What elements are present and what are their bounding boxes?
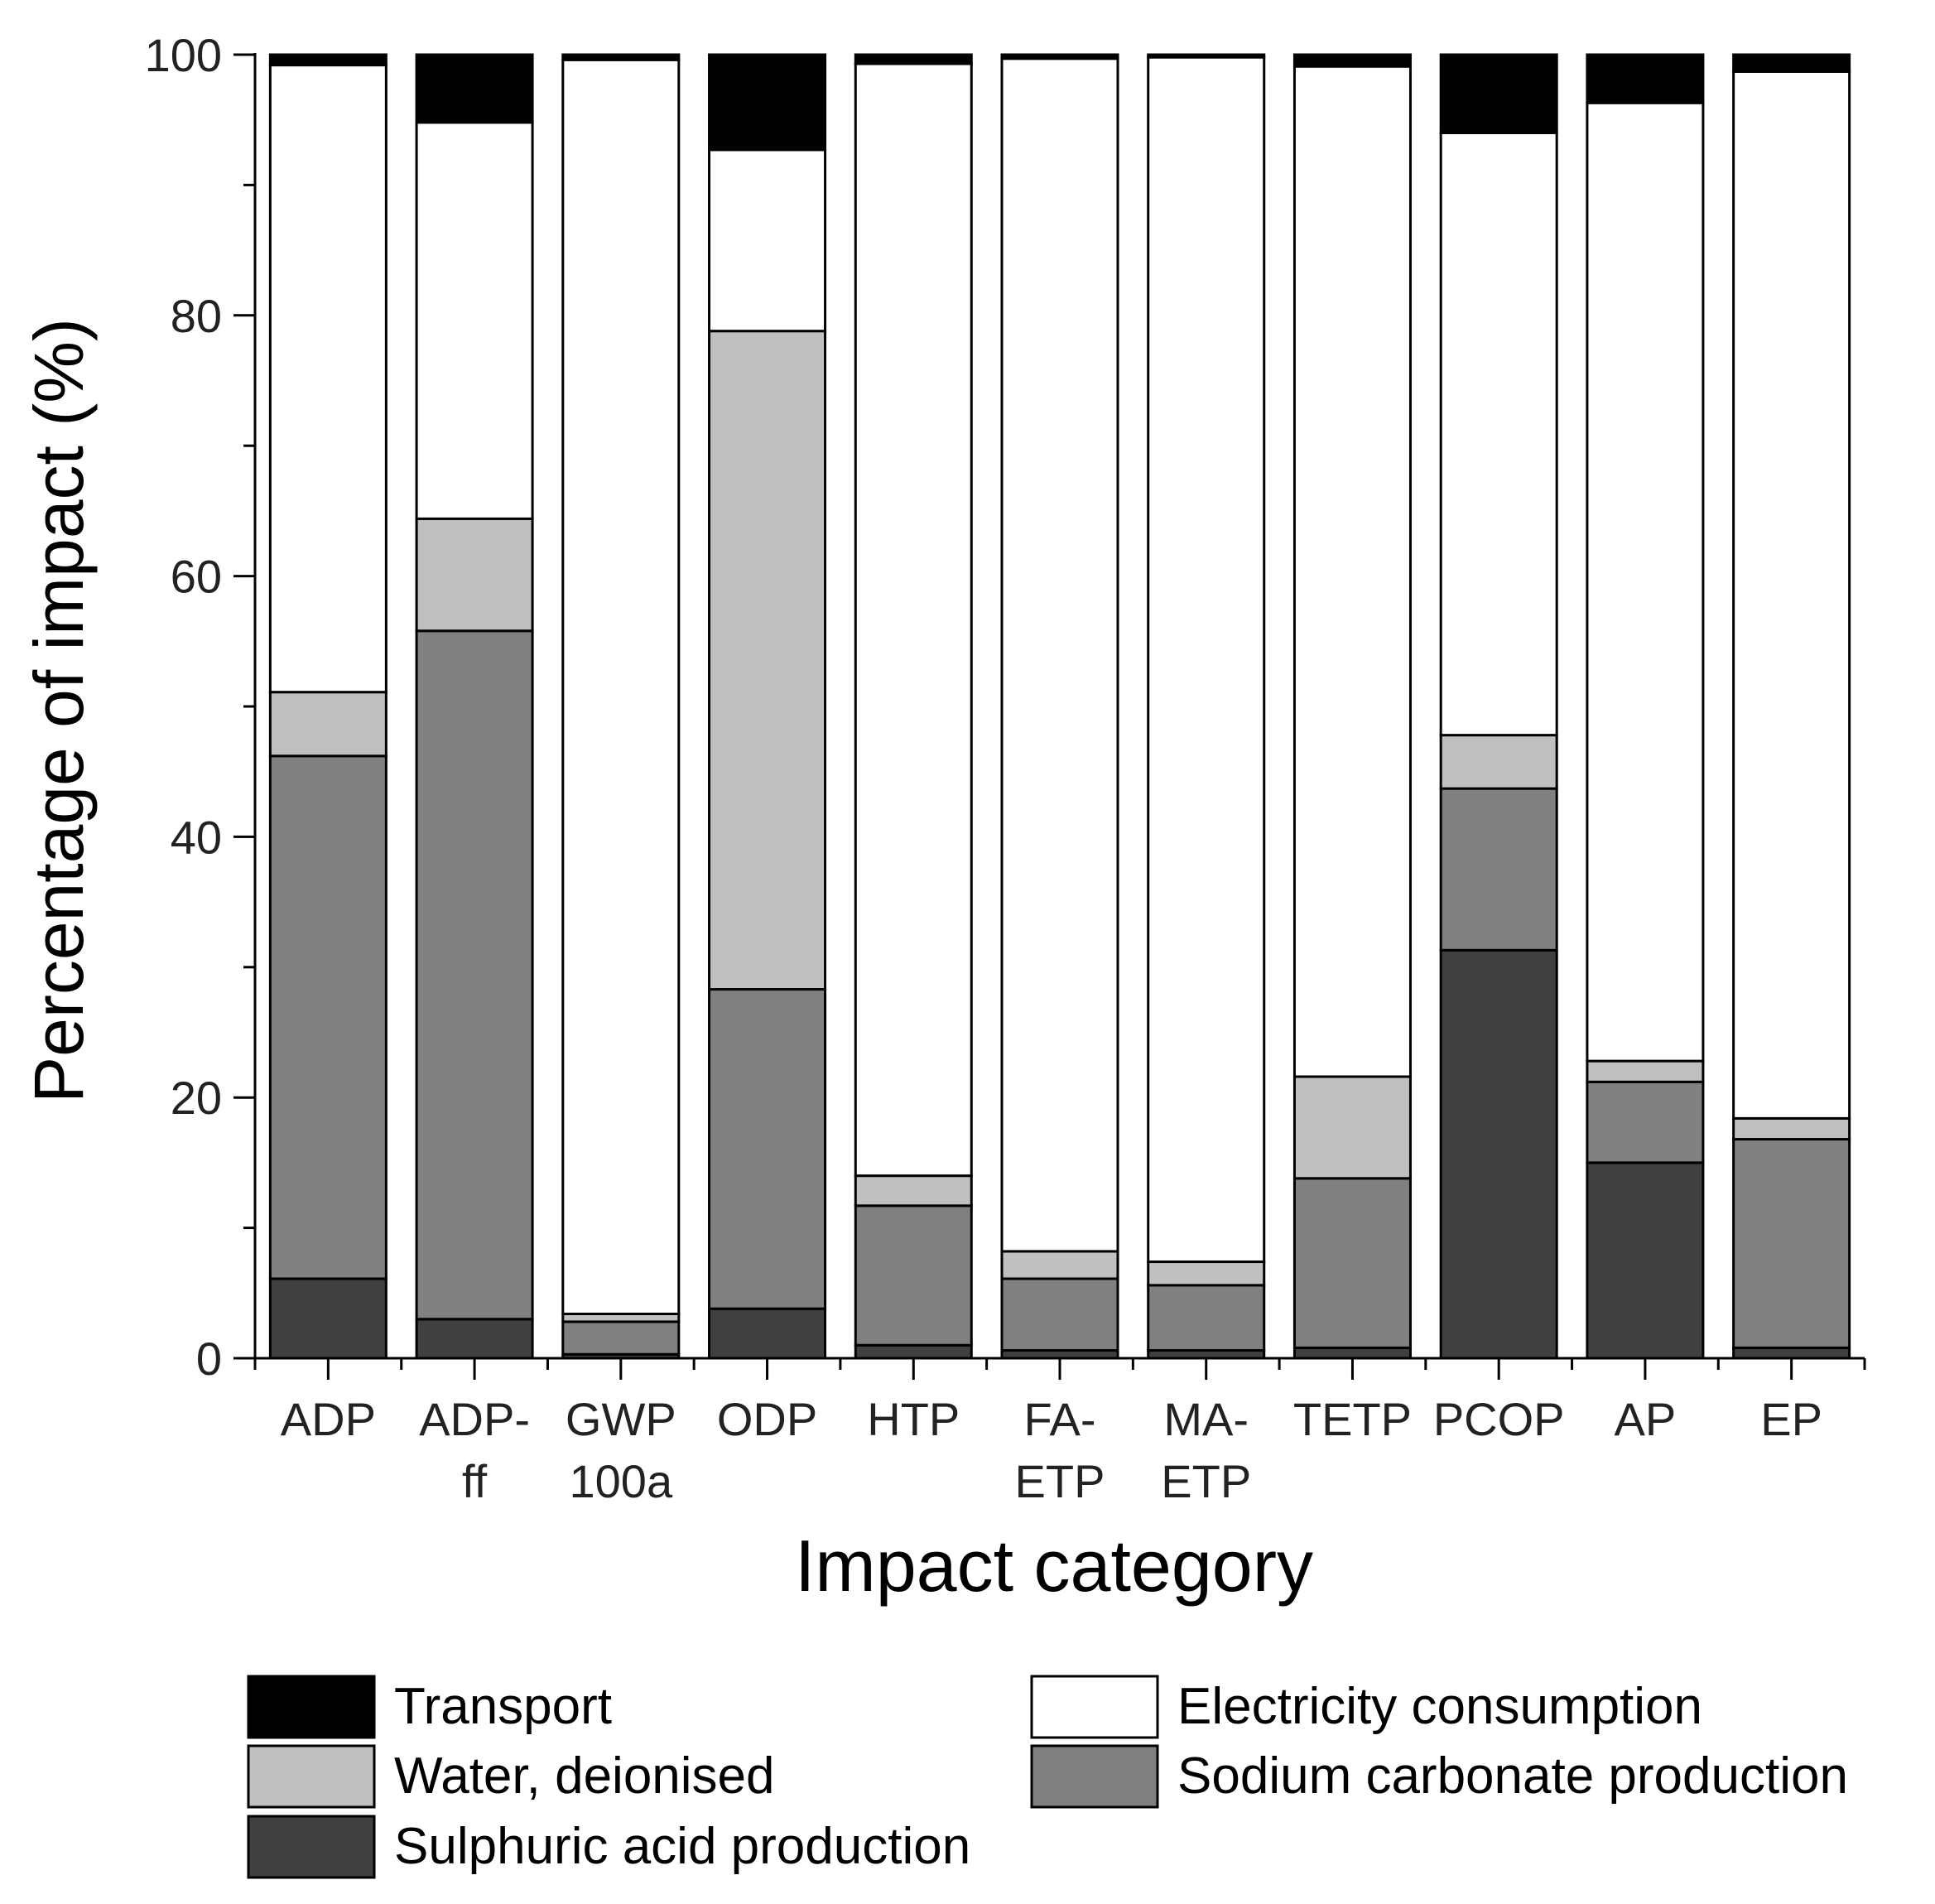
y-tick-label-0: 0 <box>196 1333 222 1385</box>
bar-segment-water-deionised-4 <box>708 330 827 991</box>
bar-segment-sodium-carbonate-production-7 <box>1147 1284 1266 1352</box>
x-axis-title: Impact category <box>795 1525 1313 1607</box>
bar-segment-transport-4 <box>708 53 827 152</box>
bar-segment-sodium-carbonate-production-9 <box>1439 787 1558 952</box>
bar-segment-sulphuric-acid-production-11 <box>1732 1346 1851 1360</box>
bar-segment-sulphuric-acid-production-8 <box>1292 1346 1412 1360</box>
bar-segment-sodium-carbonate-production-1 <box>268 754 387 1280</box>
legend-label-transport: Transport <box>394 1678 612 1735</box>
bar-segment-sodium-carbonate-production-5 <box>854 1204 973 1347</box>
bar-segment-transport-7 <box>1147 53 1266 59</box>
bar-segment-sulphuric-acid-production-1 <box>268 1277 387 1360</box>
bar-segment-electricity-consumption-5 <box>854 62 973 1178</box>
x-tick-label-3-line-1: GWP <box>566 1393 676 1445</box>
bar-segment-sodium-carbonate-production-11 <box>1732 1138 1851 1349</box>
y-axis-title: Percentage of impact (%) <box>20 318 98 1103</box>
bar-segment-transport-9 <box>1439 53 1558 134</box>
bar-segment-transport-8 <box>1292 53 1412 68</box>
bar-segment-electricity-consumption-2 <box>415 121 534 520</box>
bar-segment-water-deionised-5 <box>854 1174 973 1207</box>
legend-label-sodium-carbonate-production: Sodium carbonate production <box>1177 1747 1848 1805</box>
bar-segment-water-deionised-10 <box>1586 1059 1705 1083</box>
bar-segment-transport-5 <box>854 53 973 65</box>
bar-segment-electricity-consumption-7 <box>1147 55 1266 1264</box>
bar-segment-electricity-consumption-11 <box>1732 70 1851 1120</box>
bar-segment-sodium-carbonate-production-3 <box>561 1320 681 1356</box>
bar-segment-sodium-carbonate-production-8 <box>1292 1177 1412 1349</box>
bar-segment-transport-11 <box>1732 53 1851 73</box>
bar-segment-water-deionised-1 <box>268 691 387 758</box>
y-tick-label-80: 80 <box>171 290 222 342</box>
bar-segment-transport-2 <box>415 53 534 124</box>
bar-segment-water-deionised-2 <box>415 517 534 633</box>
x-tick-label-1: ADP <box>281 1393 376 1445</box>
bar-segment-sodium-carbonate-production-10 <box>1586 1080 1705 1164</box>
x-tick-label-7-line-2: ETP <box>1161 1455 1251 1507</box>
x-tick-label-3-line-2: 100a <box>570 1455 673 1507</box>
y-tick-label-60: 60 <box>171 551 222 603</box>
bar-segment-sulphuric-acid-production-4 <box>708 1307 827 1360</box>
x-tick-label-11: EP <box>1760 1393 1822 1445</box>
bar-segment-sodium-carbonate-production-2 <box>415 629 534 1321</box>
x-tick-label-7-line-1: MA- <box>1163 1393 1249 1445</box>
bar-segment-water-deionised-8 <box>1292 1075 1412 1180</box>
y-tick-label-40: 40 <box>171 811 222 863</box>
bar-segment-water-deionised-9 <box>1439 734 1558 790</box>
axes-group <box>233 53 1866 1380</box>
x-tick-labels: ADP ADP-ff GWP 100a ODP HTP FA- ETP MA- ETP TETP PC… <box>281 1393 1822 1507</box>
x-tick-label-4: ODP <box>717 1393 817 1445</box>
bar-segment-sodium-carbonate-production-6 <box>1000 1277 1119 1352</box>
legend-swatch-sodium-carbonate-production <box>1030 1744 1159 1809</box>
legend-swatch-transport <box>247 1675 376 1739</box>
y-tick-label-20: 20 <box>171 1072 222 1124</box>
bars-group <box>268 53 1851 1360</box>
legend-label-sulphuric-acid-production: Sulphuric acid production <box>394 1818 970 1875</box>
legend-swatch-sulphuric-acid-production <box>247 1815 376 1879</box>
bar-segment-sulphuric-acid-production-9 <box>1439 948 1558 1360</box>
bar-segment-electricity-consumption-9 <box>1439 131 1558 737</box>
bar-segment-electricity-consumption-6 <box>1000 57 1119 1253</box>
bar-segment-water-deionised-6 <box>1000 1250 1119 1280</box>
bar-segment-transport-6 <box>1000 53 1119 60</box>
x-tick-label-2-line-2: ff <box>462 1455 488 1507</box>
bar-segment-water-deionised-11 <box>1732 1116 1851 1141</box>
bar-segment-water-deionised-7 <box>1147 1260 1266 1287</box>
legend: Transport Electricity consumption Water, d… <box>247 1675 1848 1879</box>
bar-segment-electricity-consumption-3 <box>561 58 681 1315</box>
bar-segment-sulphuric-acid-production-2 <box>415 1318 534 1360</box>
x-tick-label-2-line-1: ADP- <box>419 1393 530 1445</box>
x-tick-label-10: AP <box>1615 1393 1677 1445</box>
bar-segment-sulphuric-acid-production-10 <box>1586 1161 1705 1360</box>
bar-segment-transport-10 <box>1586 53 1705 104</box>
bar-segment-electricity-consumption-4 <box>708 148 827 333</box>
bar-segment-transport-1 <box>268 53 387 67</box>
bar-segment-transport-3 <box>561 53 681 61</box>
x-tick-label-6-line-1: FA- <box>1023 1393 1095 1445</box>
legend-swatch-water-deionised <box>247 1744 376 1809</box>
bar-segment-electricity-consumption-8 <box>1292 65 1412 1078</box>
bar-segment-sulphuric-acid-production-5 <box>854 1343 973 1360</box>
x-tick-label-6-line-2: ETP <box>1015 1455 1105 1507</box>
y-tick-labels: 0 20 40 60 80 100 <box>145 29 222 1385</box>
legend-label-electricity-consumption: Electricity consumption <box>1177 1678 1702 1735</box>
bar-segment-electricity-consumption-1 <box>268 64 387 694</box>
x-tick-label-8: TETP <box>1293 1393 1412 1445</box>
y-tick-label-100: 100 <box>145 29 222 81</box>
bar-segment-sodium-carbonate-production-4 <box>708 988 827 1310</box>
legend-label-water-deionised: Water, deionised <box>394 1747 775 1805</box>
legend-swatch-electricity-consumption <box>1030 1675 1159 1739</box>
x-tick-label-9: PCOP <box>1433 1393 1565 1445</box>
x-tick-label-5: HTP <box>867 1393 960 1445</box>
bar-segment-electricity-consumption-10 <box>1586 101 1705 1063</box>
